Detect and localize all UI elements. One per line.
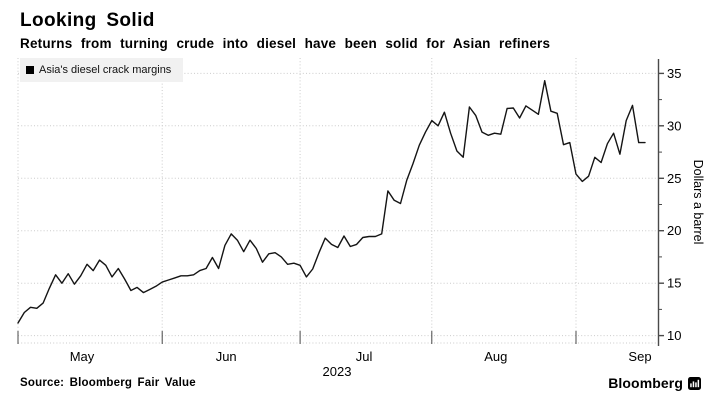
x-tick-label: Aug [484, 349, 507, 364]
x-tick-label: Jun [216, 349, 237, 364]
y-tick-label: 10 [667, 328, 681, 343]
legend-swatch-icon [26, 66, 34, 74]
y-tick-label: 15 [667, 276, 681, 291]
y-tick-label: 30 [667, 118, 681, 133]
y-tick-label: 20 [667, 223, 681, 238]
x-tick-label: Jul [356, 349, 373, 364]
data-line [17, 79, 646, 324]
source-note: Source: Bloomberg Fair Value [20, 377, 196, 389]
x-year-label: 2023 [323, 364, 352, 379]
legend-label: Asia's diesel crack margins [39, 64, 172, 76]
chart-title: Looking Solid [20, 10, 155, 31]
chart-subtitle: Returns from turning crude into diesel h… [20, 36, 551, 51]
brand: Bloomberg [608, 375, 701, 391]
x-tick-label: May [70, 349, 95, 364]
y-tick-label: 35 [667, 66, 681, 81]
brand-name: Bloomberg [608, 375, 683, 391]
y-axis-title: Dollars a barrel [691, 160, 705, 245]
y-tick-label: 25 [667, 171, 681, 186]
legend: Asia's diesel crack margins [20, 58, 184, 82]
x-tick-label: Sep [628, 349, 651, 364]
bloomberg-logo-icon [688, 376, 701, 390]
